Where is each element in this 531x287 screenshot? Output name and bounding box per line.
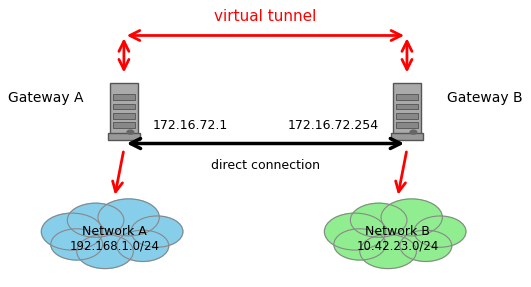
Text: Network B: Network B — [365, 225, 430, 238]
Circle shape — [410, 130, 417, 134]
Text: Gateway B: Gateway B — [447, 91, 523, 105]
FancyBboxPatch shape — [113, 123, 135, 128]
Circle shape — [360, 234, 416, 269]
Circle shape — [117, 230, 169, 261]
Text: 172.16.72.1: 172.16.72.1 — [152, 119, 227, 132]
Circle shape — [98, 199, 159, 236]
FancyBboxPatch shape — [396, 94, 418, 100]
FancyBboxPatch shape — [396, 104, 418, 109]
FancyBboxPatch shape — [108, 133, 140, 139]
FancyBboxPatch shape — [113, 113, 135, 119]
Circle shape — [51, 229, 102, 260]
FancyBboxPatch shape — [110, 83, 138, 135]
Circle shape — [350, 203, 407, 237]
FancyBboxPatch shape — [396, 113, 418, 119]
Circle shape — [381, 199, 442, 236]
FancyBboxPatch shape — [393, 83, 421, 135]
Circle shape — [127, 130, 134, 134]
Text: 192.168.1.0/24: 192.168.1.0/24 — [70, 239, 159, 252]
Text: virtual tunnel: virtual tunnel — [214, 9, 316, 24]
Text: Network A: Network A — [82, 225, 147, 238]
Circle shape — [334, 229, 386, 260]
Circle shape — [400, 230, 452, 261]
Circle shape — [77, 234, 133, 269]
Text: 10.42.23.0/24: 10.42.23.0/24 — [356, 239, 439, 252]
Circle shape — [131, 216, 183, 247]
Text: direct connection: direct connection — [211, 159, 320, 172]
FancyBboxPatch shape — [113, 104, 135, 109]
FancyBboxPatch shape — [113, 94, 135, 100]
FancyBboxPatch shape — [396, 123, 418, 128]
Circle shape — [67, 203, 124, 237]
Text: Gateway A: Gateway A — [8, 91, 84, 105]
Circle shape — [414, 216, 466, 247]
Circle shape — [324, 213, 386, 250]
FancyBboxPatch shape — [391, 133, 423, 139]
Circle shape — [41, 213, 102, 250]
Text: 172.16.72.254: 172.16.72.254 — [287, 119, 379, 132]
